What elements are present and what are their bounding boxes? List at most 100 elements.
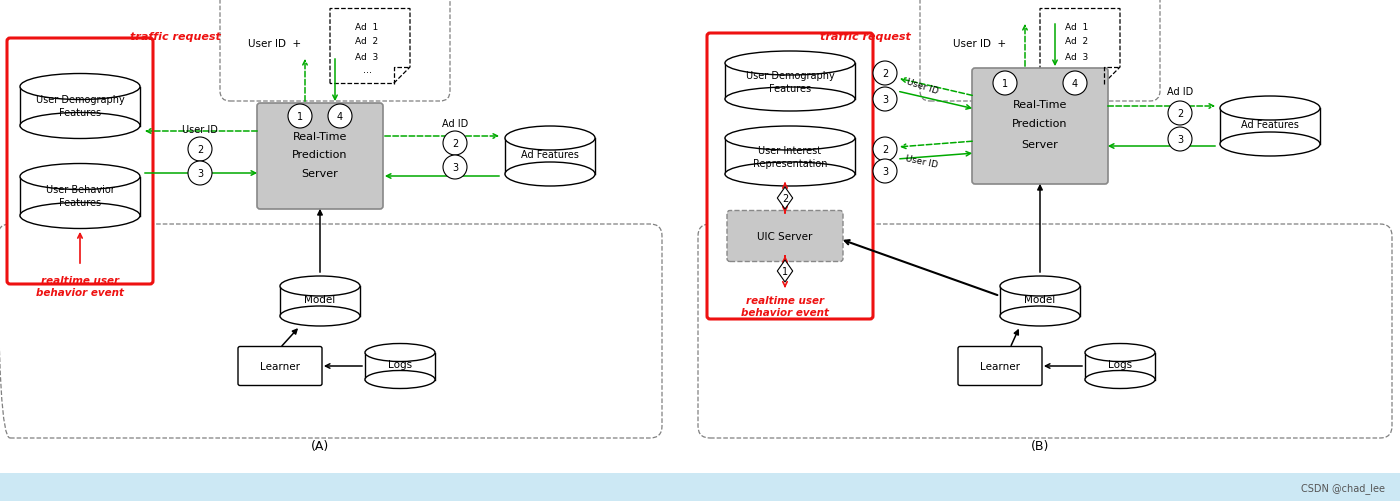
Text: Ad  2: Ad 2	[356, 38, 378, 47]
Ellipse shape	[20, 74, 140, 100]
FancyBboxPatch shape	[7, 39, 153, 285]
Text: Ad  1: Ad 1	[1065, 23, 1089, 32]
Text: 2: 2	[1177, 109, 1183, 119]
Ellipse shape	[505, 163, 595, 187]
Polygon shape	[505, 139, 595, 175]
Text: 3: 3	[452, 163, 458, 173]
Text: traffic request: traffic request	[130, 32, 221, 42]
Text: Ad  3: Ad 3	[356, 53, 378, 62]
Text: UIC Server: UIC Server	[757, 231, 812, 241]
Circle shape	[442, 132, 468, 156]
Polygon shape	[1040, 10, 1120, 84]
Text: Server: Server	[1022, 140, 1058, 150]
Text: Ad ID: Ad ID	[442, 119, 468, 129]
Text: 1: 1	[297, 112, 302, 122]
Circle shape	[288, 105, 312, 129]
Polygon shape	[1000, 287, 1079, 316]
Text: 2: 2	[882, 69, 888, 79]
Text: User Interest: User Interest	[759, 146, 822, 156]
Circle shape	[874, 88, 897, 112]
Text: Ad  3: Ad 3	[1065, 53, 1089, 62]
Circle shape	[1168, 128, 1191, 152]
Ellipse shape	[1000, 307, 1079, 326]
Text: 3: 3	[1177, 135, 1183, 145]
Text: Learner: Learner	[980, 361, 1021, 371]
Text: (B): (B)	[1030, 439, 1049, 452]
Ellipse shape	[280, 277, 360, 297]
FancyBboxPatch shape	[958, 347, 1042, 386]
Ellipse shape	[20, 164, 140, 190]
Ellipse shape	[20, 203, 140, 229]
Text: 3: 3	[882, 167, 888, 177]
Text: Logs: Logs	[388, 359, 412, 369]
Text: Server: Server	[301, 169, 339, 179]
Text: Real-Time: Real-Time	[293, 132, 347, 142]
Text: traffic request: traffic request	[820, 32, 911, 42]
Polygon shape	[20, 87, 140, 126]
Text: User Behavior: User Behavior	[46, 185, 115, 194]
Ellipse shape	[1219, 133, 1320, 157]
Circle shape	[1063, 72, 1086, 96]
Text: Prediction: Prediction	[293, 150, 347, 160]
Text: CSDN @chad_lee: CSDN @chad_lee	[1301, 482, 1385, 493]
Text: Model: Model	[1025, 295, 1056, 305]
Ellipse shape	[365, 371, 435, 389]
Circle shape	[188, 138, 211, 162]
Text: User ID: User ID	[904, 154, 939, 169]
Text: Ad  2: Ad 2	[1065, 38, 1089, 47]
Polygon shape	[725, 139, 855, 175]
Ellipse shape	[725, 88, 855, 112]
Text: User ID  +: User ID +	[248, 39, 301, 49]
Text: (A): (A)	[311, 439, 329, 452]
Text: 1: 1	[1002, 79, 1008, 89]
Circle shape	[993, 72, 1016, 96]
FancyBboxPatch shape	[972, 69, 1107, 185]
Text: Ad Features: Ad Features	[1240, 120, 1299, 130]
FancyBboxPatch shape	[727, 211, 843, 262]
Polygon shape	[777, 261, 792, 283]
Ellipse shape	[725, 163, 855, 187]
Text: User Demography: User Demography	[746, 71, 834, 81]
Circle shape	[1168, 102, 1191, 126]
Ellipse shape	[505, 127, 595, 151]
Ellipse shape	[1085, 371, 1155, 389]
Polygon shape	[1085, 353, 1155, 380]
Polygon shape	[330, 10, 410, 84]
Ellipse shape	[1219, 97, 1320, 121]
Polygon shape	[1219, 109, 1320, 145]
Ellipse shape	[725, 127, 855, 151]
FancyBboxPatch shape	[258, 104, 384, 209]
Text: Ad ID: Ad ID	[1166, 87, 1193, 97]
Text: Features: Features	[59, 108, 101, 118]
Ellipse shape	[365, 344, 435, 362]
Circle shape	[874, 62, 897, 86]
Ellipse shape	[280, 307, 360, 326]
Text: Features: Features	[769, 84, 811, 94]
Polygon shape	[725, 64, 855, 100]
Text: User ID: User ID	[904, 78, 939, 96]
Ellipse shape	[725, 52, 855, 76]
Ellipse shape	[20, 113, 140, 139]
Polygon shape	[365, 353, 435, 380]
Ellipse shape	[1085, 344, 1155, 362]
Text: Representation: Representation	[753, 159, 827, 169]
Text: Ad  1: Ad 1	[356, 23, 378, 32]
Polygon shape	[280, 287, 360, 316]
Text: 2: 2	[452, 139, 458, 149]
Text: realtime user
behavior event: realtime user behavior event	[36, 276, 125, 297]
Polygon shape	[777, 188, 792, 209]
FancyBboxPatch shape	[0, 473, 1400, 501]
Text: 2: 2	[882, 145, 888, 155]
Text: User Demography: User Demography	[35, 95, 125, 105]
Text: 4: 4	[1072, 79, 1078, 89]
Text: 4: 4	[337, 112, 343, 122]
Text: Prediction: Prediction	[1012, 119, 1068, 129]
Text: 2: 2	[781, 193, 788, 203]
Text: User ID  +: User ID +	[953, 39, 1007, 49]
Circle shape	[188, 162, 211, 186]
Text: 3: 3	[882, 95, 888, 105]
Text: Model: Model	[304, 295, 336, 305]
Circle shape	[874, 160, 897, 184]
Text: ...: ...	[1072, 65, 1081, 75]
Text: Real-Time: Real-Time	[1012, 100, 1067, 110]
